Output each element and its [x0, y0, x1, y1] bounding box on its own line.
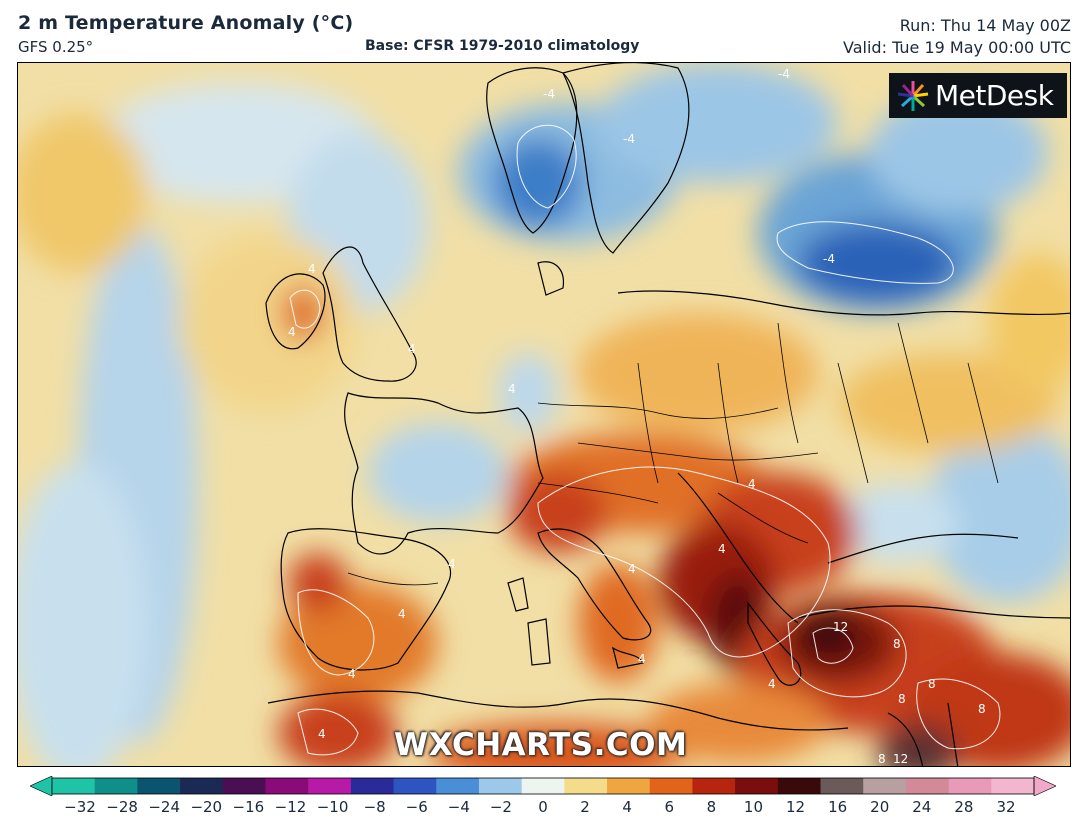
colorbar-tick-label: 16 — [828, 798, 848, 816]
colorbar-segment — [393, 778, 437, 794]
colorbar-segment — [222, 778, 266, 794]
colorbar-tick-label: −2 — [489, 798, 512, 816]
contour-label: -4 — [778, 67, 790, 81]
valid-time-label: Valid: Tue 19 May 00:00 UTC — [843, 38, 1071, 57]
contour-label: 4 — [308, 262, 316, 276]
colorbar-tick-label: 32 — [996, 798, 1016, 816]
colorbar-segment — [692, 778, 736, 794]
colorbar-tick-label: 4 — [622, 798, 632, 816]
colorbar — [30, 776, 1056, 796]
anomaly-contours — [289, 124, 1001, 756]
contour-label: -4 — [823, 252, 835, 266]
colorbar-segment — [607, 778, 651, 794]
colorbar-segment — [564, 778, 608, 794]
colorbar-tick-label: 2 — [580, 798, 590, 816]
colorbar-under-arrow — [30, 776, 53, 796]
metdesk-logo: MetDesk — [889, 73, 1067, 118]
contour-label: 8 — [928, 677, 936, 691]
borders — [347, 322, 999, 586]
colorbar-over-arrow — [1033, 776, 1056, 796]
colorbar-tick-label: 28 — [954, 798, 974, 816]
colorbar-segment — [991, 778, 1035, 794]
colorbar-tick-label: −20 — [190, 798, 223, 816]
contour-label: 4 — [748, 477, 756, 491]
colorbar-segment — [863, 778, 907, 794]
contour-labels: 4 4 4 4 4 4 4 4 4 4 4 4 4 8 8 8 8 8 12 12 -4 -4 -4 -4 — [288, 67, 986, 766]
colorbar-segment — [52, 778, 96, 794]
climatology-base-label: Base: CFSR 1979-2010 climatology — [365, 38, 640, 54]
colorbar-segment — [820, 778, 864, 794]
colorbar-tick-label: −4 — [447, 798, 470, 816]
contour-label: 12 — [833, 620, 848, 634]
model-label: GFS 0.25° — [18, 38, 94, 56]
colorbar-tick-label: −16 — [232, 798, 265, 816]
colorbar-tick-label: −24 — [148, 798, 180, 816]
colorbar-tick-label: −32 — [64, 798, 96, 816]
contour-label: 4 — [448, 557, 456, 571]
contour-label: 4 — [348, 667, 356, 681]
contour-label: 4 — [288, 325, 296, 339]
contour-label: 12 — [893, 752, 908, 766]
contour-label: 4 — [718, 542, 726, 556]
colorbar-segment — [308, 778, 352, 794]
colorbar-segment — [521, 778, 565, 794]
colorbar-segment — [265, 778, 309, 794]
colorbar-segment — [948, 778, 992, 794]
colorbar-segment — [180, 778, 224, 794]
colorbar-tick-label: −8 — [363, 798, 386, 816]
colorbar-tick-label: 10 — [743, 798, 763, 816]
colorbar-frame — [51, 777, 1035, 795]
colorbar-segment — [350, 778, 395, 794]
colorbar-segment — [94, 778, 138, 794]
coastlines — [265, 63, 1070, 766]
colorbar-segment — [436, 778, 480, 794]
contour-label: 8 — [893, 637, 901, 651]
colorbar-segments — [30, 776, 1056, 796]
contour-label: 4 — [638, 652, 646, 666]
colorbar-segment — [137, 778, 181, 794]
colorbar-segment — [905, 778, 950, 794]
map-canvas: 4 4 4 4 4 4 4 4 4 4 4 4 4 8 8 8 8 8 12 12 -4 -4 -4 -4 — [18, 63, 1070, 766]
contour-label: 4 — [768, 677, 776, 691]
contour-label: -4 — [543, 87, 555, 101]
colorbar-tick-labels: −32 −28 −24 −20 −16 −12 −10 −8 −6 −4 −2 0 2 4 6 8 10 12 16… — [0, 798, 1087, 820]
metdesk-flower-icon — [897, 80, 929, 111]
anomaly-field — [18, 63, 1070, 766]
colorbar-tick-label: 12 — [785, 798, 806, 816]
contour-label: -4 — [623, 132, 635, 146]
contour-label: 4 — [508, 382, 516, 396]
colorbar-tick-label: −12 — [274, 798, 307, 816]
colorbar-segment — [777, 778, 822, 794]
contour-label: 8 — [878, 752, 886, 766]
colorbar-tick-label: 20 — [870, 798, 890, 816]
colorbar-tick-label: 0 — [538, 798, 548, 816]
colorbar-tick-label: 8 — [706, 798, 717, 816]
contour-label: 8 — [978, 702, 986, 716]
colorbar-tick-label: 6 — [664, 798, 675, 816]
contour-label: 4 — [408, 342, 416, 356]
wxcharts-watermark: WXCHARTS.COM — [394, 727, 688, 763]
colorbar-tick-label: 24 — [912, 798, 932, 816]
contour-label: 4 — [398, 607, 406, 621]
colorbar-tick-label: −10 — [316, 798, 349, 816]
colorbar-segment — [649, 778, 693, 794]
anomaly-map: 4 4 4 4 4 4 4 4 4 4 4 4 4 8 8 8 8 8 12 12 -4 -4 -4 -4 — [17, 62, 1071, 767]
metdesk-logo-text: MetDesk — [935, 79, 1054, 112]
colorbar-tick-label: −28 — [106, 798, 138, 816]
contour-label: 8 — [898, 692, 906, 706]
chart-title: 2 m Temperature Anomaly (°C) — [18, 12, 354, 34]
colorbar-segment — [735, 778, 779, 794]
run-label: Run: Thu 14 May 00Z — [899, 16, 1071, 35]
contour-label: 4 — [318, 727, 326, 741]
colorbar-tick-label: −6 — [405, 798, 428, 816]
colorbar-segment — [478, 778, 523, 794]
contour-label: 4 — [628, 562, 636, 576]
